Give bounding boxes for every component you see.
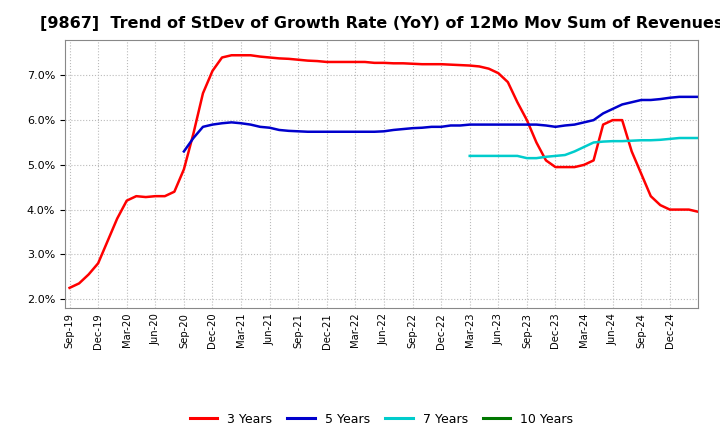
7 Years: [513, 153, 522, 158]
3 Years: [656, 202, 665, 208]
5 Years: [370, 129, 379, 134]
7 Years: [637, 138, 646, 143]
Legend: 3 Years, 5 Years, 7 Years, 10 Years: 3 Years, 5 Years, 7 Years, 10 Years: [185, 407, 578, 431]
7 Years: [503, 153, 512, 158]
7 Years: [465, 153, 474, 158]
5 Years: [275, 127, 284, 132]
7 Years: [475, 153, 484, 158]
7 Years: [494, 153, 503, 158]
3 Years: [361, 59, 369, 65]
7 Years: [608, 139, 617, 144]
5 Years: [694, 94, 703, 99]
7 Years: [665, 136, 674, 142]
7 Years: [580, 144, 588, 150]
Line: 5 Years: 5 Years: [184, 97, 698, 151]
7 Years: [561, 152, 570, 158]
7 Years: [541, 154, 550, 159]
7 Years: [523, 155, 531, 161]
3 Years: [66, 285, 74, 290]
3 Years: [161, 194, 169, 199]
7 Years: [694, 136, 703, 141]
5 Years: [637, 97, 646, 103]
5 Years: [685, 94, 693, 99]
5 Years: [237, 121, 246, 126]
5 Years: [303, 129, 312, 134]
7 Years: [685, 136, 693, 141]
5 Years: [675, 94, 684, 99]
7 Years: [599, 139, 608, 144]
7 Years: [627, 138, 636, 143]
7 Years: [552, 153, 560, 158]
5 Years: [179, 149, 188, 154]
7 Years: [485, 153, 493, 158]
3 Years: [228, 53, 236, 58]
7 Years: [647, 138, 655, 143]
Line: 3 Years: 3 Years: [70, 55, 698, 288]
7 Years: [532, 155, 541, 161]
3 Years: [552, 165, 560, 170]
3 Years: [332, 59, 341, 65]
3 Years: [694, 209, 703, 214]
3 Years: [141, 194, 150, 200]
7 Years: [675, 136, 684, 141]
7 Years: [618, 139, 626, 144]
Line: 7 Years: 7 Years: [469, 138, 698, 158]
7 Years: [656, 137, 665, 143]
7 Years: [589, 140, 598, 145]
Title: [9867]  Trend of StDev of Growth Rate (YoY) of 12Mo Mov Sum of Revenues: [9867] Trend of StDev of Growth Rate (Yo…: [40, 16, 720, 32]
7 Years: [570, 149, 579, 154]
